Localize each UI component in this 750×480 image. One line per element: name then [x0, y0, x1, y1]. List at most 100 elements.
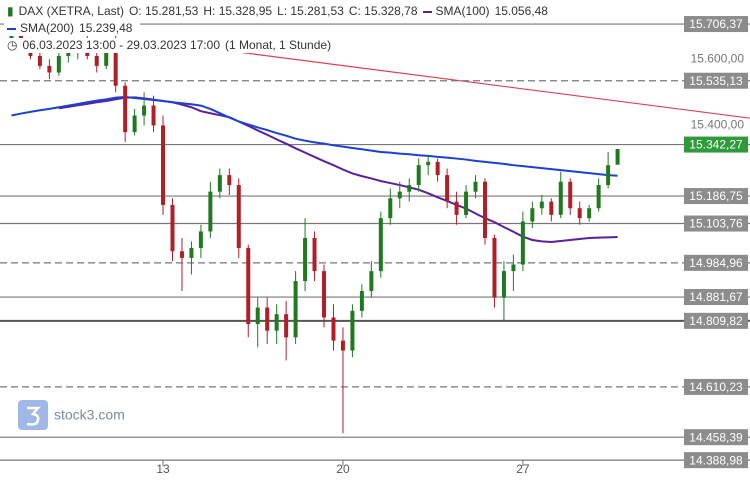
instrument: DAX (XETRA, Last): [18, 4, 124, 18]
candle-body: [473, 181, 478, 192]
candle-body: [369, 271, 374, 291]
candle-body: [520, 221, 525, 265]
candle-body: [492, 238, 497, 298]
ohlc: L: 15.281,53: [277, 4, 344, 18]
candle-body: [331, 317, 336, 341]
candle-body: [227, 175, 232, 186]
level-label: 14.388,98: [689, 453, 743, 467]
candle-body: [265, 307, 270, 331]
candle-body: [56, 55, 61, 73]
candle-body: [303, 238, 308, 282]
candle-body: [511, 264, 516, 272]
candle-body: [435, 161, 440, 176]
candle-body: [322, 271, 327, 318]
candle-body: [388, 198, 393, 219]
candle-body: [615, 149, 620, 165]
candle-body: [483, 181, 487, 239]
x-tick-label: 20: [336, 462, 350, 476]
legend-name: SMA(200): [20, 21, 75, 35]
candle-body: [359, 290, 364, 311]
candle-body: [246, 247, 251, 325]
level-label-box: [684, 215, 748, 232]
candle-body: [189, 247, 194, 258]
candle-body: [558, 181, 563, 215]
header-line-3: ◷ 06.03.2023 13:00 - 29.03.2023 17:00 (1 M…: [4, 38, 340, 53]
level-label-box: [684, 289, 748, 306]
candle-body: [606, 165, 611, 186]
candle-body: [179, 251, 184, 258]
candle-body: [255, 307, 260, 325]
range: 06.03.2023 13:00 - 29.03.2023 17:00: [22, 38, 220, 52]
candle-body: [142, 105, 147, 116]
candle-body: [94, 55, 99, 66]
candle-body: [530, 208, 535, 222]
level-label: 15.103,76: [689, 217, 743, 231]
level-label: 15.342,27: [689, 138, 743, 152]
candle-body: [426, 161, 431, 166]
watermark: stock3.com: [18, 400, 125, 430]
level-label-box: [684, 312, 748, 329]
level-label-box: [684, 254, 748, 271]
candle-body: [407, 185, 412, 192]
candle-body: [123, 85, 128, 133]
level-label: 14.809,82: [689, 314, 743, 328]
legend-swatch: [7, 27, 16, 30]
candle-body: [37, 55, 42, 66]
candle-body: [284, 314, 289, 338]
candle-body: [454, 201, 459, 215]
candle-body: [217, 175, 222, 192]
candle-body: [47, 65, 52, 73]
candle-body: [568, 181, 573, 209]
legend-name: SMA(100): [435, 4, 490, 18]
legend-value: 15.239,48: [79, 21, 133, 35]
level-label: 15.186,75: [689, 189, 743, 203]
candle-body: [9, 32, 14, 43]
candle-body: [198, 231, 203, 248]
candle-body: [113, 49, 118, 86]
sma-line: [11, 95, 618, 177]
candle-body: [151, 105, 156, 126]
level-label: 14.610,23: [689, 380, 743, 394]
period: (1 Monat, 1 Stunde): [225, 38, 332, 52]
level-label-box: [684, 429, 748, 446]
candle-body: [236, 185, 241, 248]
level-label-box: [684, 16, 748, 33]
candle-body: [208, 191, 213, 232]
candle-body: [464, 191, 469, 215]
logo-glyph: [26, 406, 41, 426]
candle-body: [274, 314, 279, 331]
candle-body: [104, 49, 109, 66]
candle-body: [501, 271, 506, 298]
candle-body: [293, 281, 298, 338]
ohlc: C: 15.328,78: [348, 4, 418, 18]
legend-value: 15.056,48: [494, 4, 548, 18]
icon: ▮: [7, 4, 14, 18]
candle-body: [416, 165, 421, 186]
candle-body: [445, 175, 450, 202]
watermark-text: stock3.com: [54, 407, 125, 423]
header-line-2: SMA(200) 15.239,48: [4, 21, 141, 36]
candle-body: [587, 208, 592, 219]
header-line-1: ▮ DAX (XETRA, Last) O: 15.281,53 H: 15.328,…: [4, 4, 556, 19]
candle-body: [378, 218, 383, 272]
level-label-box: [684, 136, 748, 153]
candle-body: [596, 185, 601, 209]
candle-body: [397, 191, 402, 199]
level-label-box: [684, 378, 748, 395]
trend-line: [239, 51, 750, 119]
candle-body: [340, 340, 345, 351]
level-label: 14.984,96: [689, 256, 743, 270]
candle-body: [539, 201, 544, 209]
level-label-box: [684, 452, 748, 469]
candle-body: [350, 310, 355, 351]
ohlc: O: 15.281,53: [128, 4, 199, 18]
legend-swatch: [422, 10, 432, 13]
candle-body: [161, 125, 166, 205]
y-tick-label: 15.600,00: [691, 51, 745, 65]
level-label-box: [684, 188, 748, 205]
clock-icon: ◷: [7, 38, 18, 52]
level-label: 15.535,13: [689, 74, 743, 88]
candle-body: [312, 238, 317, 272]
